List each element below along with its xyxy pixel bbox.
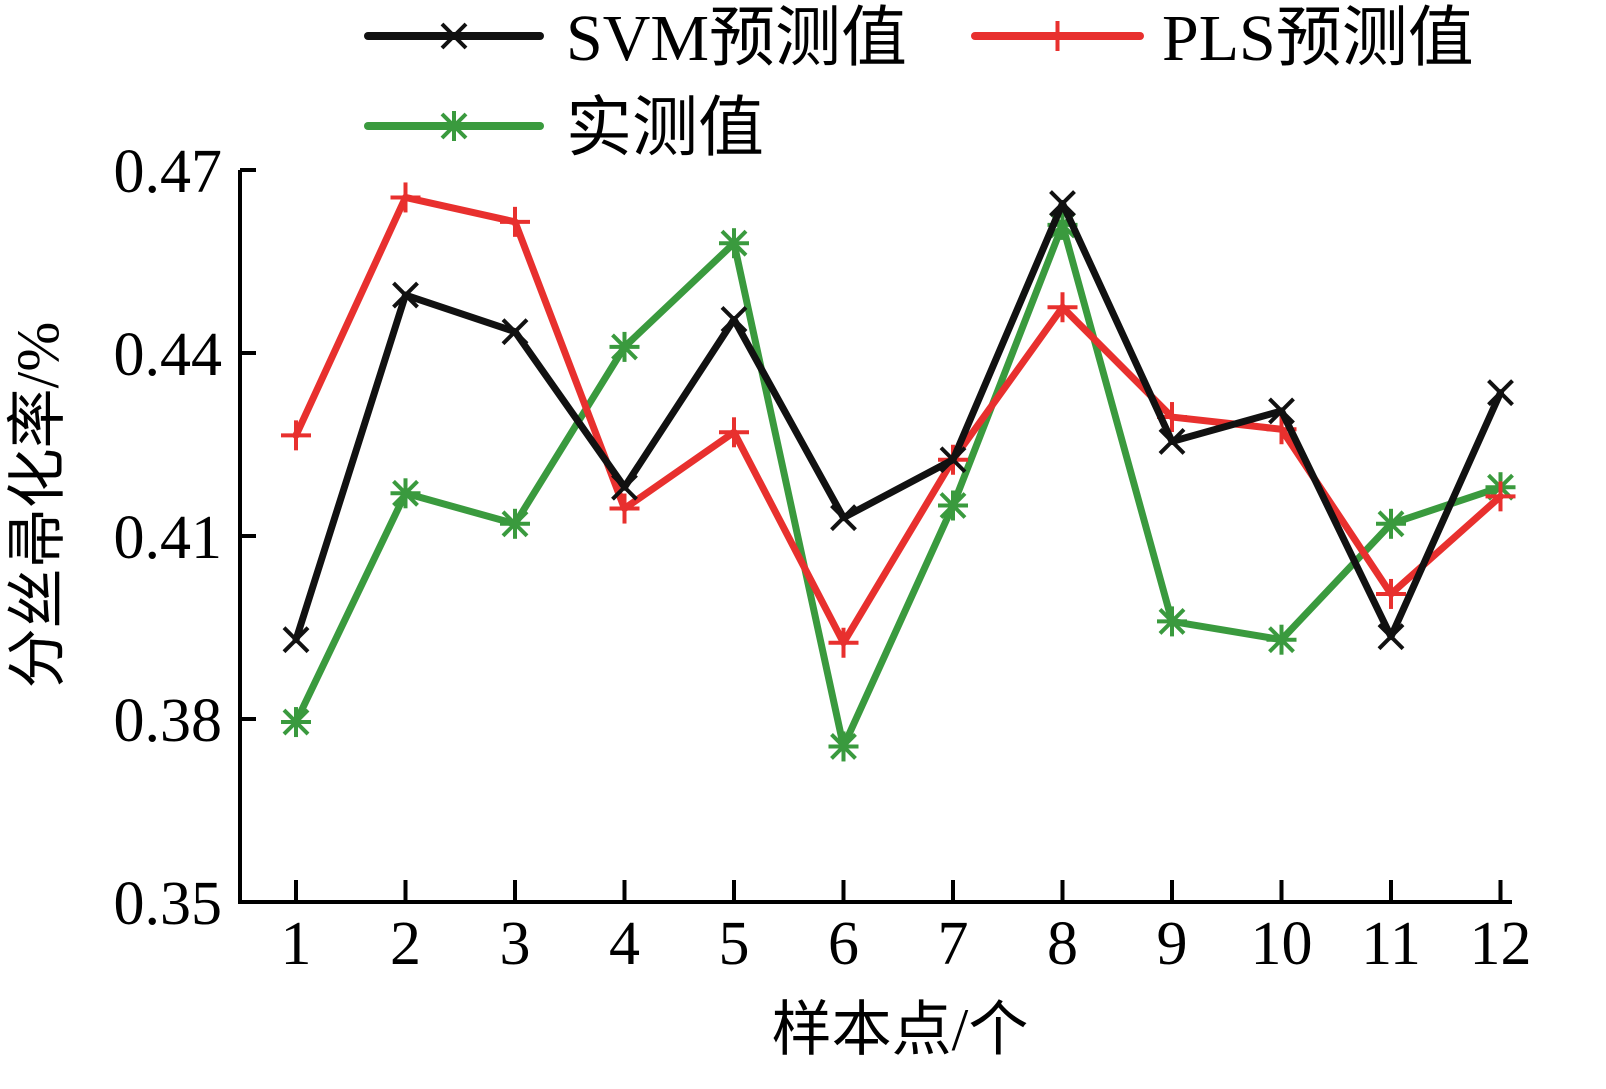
legend-item: PLS预测值 — [971, 2, 1474, 75]
x-tick-label: 7 — [938, 910, 969, 978]
data-point — [828, 627, 859, 658]
y-tick-label: 0.35 — [114, 870, 223, 938]
data-point — [938, 490, 968, 521]
data-point — [392, 281, 419, 309]
x-axis-label: 样本点/个 — [772, 997, 1029, 1063]
data-point — [609, 493, 640, 524]
data-point — [828, 731, 859, 762]
data-point — [390, 478, 421, 509]
data-point — [1487, 379, 1514, 407]
data-point — [281, 707, 311, 738]
legend-marker — [1042, 21, 1073, 51]
series-line — [292, 221, 1504, 750]
legend-item: 实测值 — [364, 92, 764, 165]
x-tick-label: 9 — [1157, 910, 1188, 978]
x-tick-label: 1 — [281, 910, 312, 978]
data-point — [1157, 606, 1187, 637]
data-point — [390, 182, 421, 213]
x-tick-label: 8 — [1047, 910, 1078, 978]
y-tick-label: 0.44 — [114, 321, 223, 389]
x-tick-label: 2 — [390, 910, 421, 978]
y-tick-label: 0.47 — [114, 138, 223, 206]
legend-label: SVM预测值 — [566, 2, 907, 75]
legend-label: PLS预测值 — [1162, 2, 1474, 75]
series-line — [292, 200, 1504, 644]
data-point — [1377, 623, 1405, 651]
y-tick-label: 0.41 — [114, 504, 223, 572]
data-point — [1376, 508, 1406, 539]
data-point — [1376, 578, 1406, 609]
data-point — [281, 420, 311, 451]
axes — [238, 170, 1512, 904]
series-1 — [282, 190, 1514, 654]
data-point — [1047, 292, 1078, 323]
data-point — [282, 626, 310, 654]
y-tick-label: 0.38 — [114, 687, 223, 755]
data-point — [609, 331, 640, 362]
data-point — [1485, 481, 1516, 512]
data-point — [830, 504, 857, 532]
data-point — [611, 473, 638, 501]
x-tick-label: 10 — [1251, 910, 1313, 978]
data-point — [720, 306, 748, 333]
series-layer — [281, 182, 1516, 762]
data-point — [500, 508, 530, 539]
data-point — [1266, 624, 1297, 655]
series-2 — [281, 182, 1516, 658]
x-tick-label: 5 — [719, 910, 750, 978]
x-tick-label: 3 — [500, 910, 531, 978]
legend-label: 实测值 — [566, 92, 764, 165]
series-3 — [281, 209, 1516, 762]
legend-marker — [440, 22, 468, 50]
data-point — [500, 206, 530, 237]
data-point — [1268, 397, 1295, 425]
legend-marker — [439, 111, 469, 141]
data-point — [719, 228, 749, 259]
y-axis-label: 分丝帚化率/% — [5, 322, 71, 689]
legend-item: SVM预测值 — [364, 2, 907, 75]
data-point — [1158, 428, 1186, 455]
x-tick-label: 4 — [609, 910, 640, 978]
data-point — [939, 446, 967, 474]
series-line — [292, 193, 1504, 647]
y-ticks: 0.35 0.38 0.41 0.44 0.47 — [114, 138, 256, 938]
x-tick-label: 6 — [828, 910, 859, 978]
data-point — [719, 417, 749, 448]
x-tick-label: 11 — [1361, 910, 1421, 978]
x-ticks: 1 2 3 4 5 6 7 8 9 10 11 12 — [281, 880, 1532, 978]
data-point — [1049, 190, 1076, 217]
x-tick-label: 12 — [1470, 910, 1532, 978]
data-point — [501, 318, 529, 346]
